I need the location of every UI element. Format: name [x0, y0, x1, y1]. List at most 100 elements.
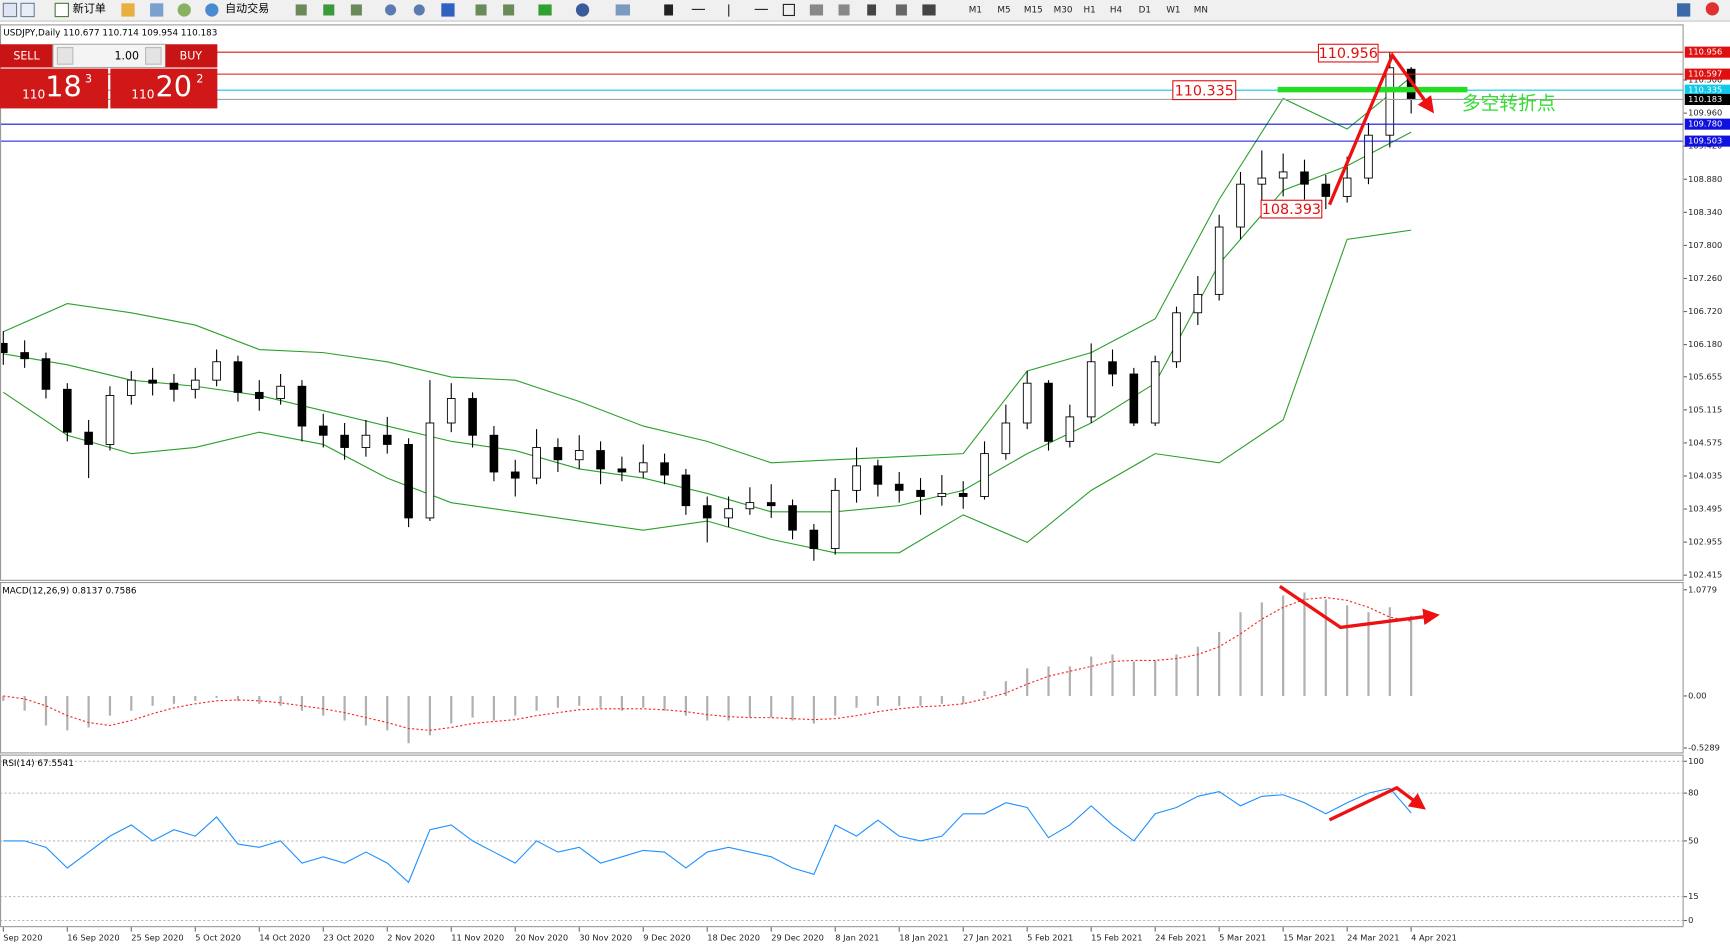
icon[interactable]	[2, 2, 18, 18]
timeframe-button[interactable]: H4	[1110, 5, 1123, 15]
x-tick-label: 5 Oct 2020	[195, 933, 241, 943]
timeframe-button[interactable]: M15	[1024, 5, 1043, 15]
x-tick-label: 29 Dec 2020	[771, 933, 824, 943]
icon[interactable]	[838, 4, 850, 16]
notification-icon[interactable]	[1705, 2, 1719, 16]
price-level-tag	[1684, 118, 1730, 130]
x-tick-label: 5 Feb 2021	[1027, 933, 1073, 943]
timeframe-button[interactable]: M5	[997, 5, 1010, 15]
buy-button[interactable]	[165, 44, 218, 68]
new-order-button[interactable]: 新订单	[73, 1, 106, 15]
candle-body	[276, 385, 285, 399]
icon[interactable]	[691, 8, 706, 10]
x-tick-label: 18 Dec 2020	[707, 933, 760, 943]
candle-body	[852, 465, 861, 491]
x-tick-label: 8 Jan 2021	[835, 933, 879, 943]
candle-body	[1044, 382, 1053, 442]
annotation: 110.335	[1175, 83, 1234, 99]
icon[interactable]	[538, 4, 552, 16]
y-tick-label: 100	[1688, 756, 1704, 766]
icon[interactable]	[575, 3, 590, 17]
icon[interactable]	[615, 4, 630, 16]
price-level-tag	[1684, 84, 1730, 96]
bollinger-band	[3, 76, 1412, 464]
x-tick-label: 15 Feb 2021	[1091, 933, 1142, 943]
candle-body	[1150, 361, 1160, 424]
chart-header: USDJPY,Daily 110.677 110.714 109.954 110…	[3, 29, 217, 39]
main-frame	[0, 24, 1684, 581]
timeframe-button[interactable]: M30	[1054, 5, 1073, 15]
timeframe-button[interactable]: MN	[1194, 5, 1208, 15]
y-tick-label: 104.575	[1688, 437, 1722, 447]
candle-body	[596, 450, 605, 470]
price-level-tag	[1684, 68, 1730, 80]
icon[interactable]	[177, 3, 191, 17]
y-tick-label: 1.0779	[1688, 584, 1717, 594]
icon[interactable]	[323, 4, 335, 16]
price-level-label: 109.503	[1688, 136, 1722, 146]
candle-body	[169, 382, 179, 390]
search-icon[interactable]	[1677, 3, 1691, 17]
panel-borders	[0, 24, 1684, 928]
candle-body	[318, 425, 328, 436]
icon[interactable]	[121, 3, 135, 17]
candle-body	[809, 529, 819, 549]
timeframe-button[interactable]: H1	[1083, 5, 1095, 15]
y-tick-label: 108.340	[1688, 207, 1722, 217]
lot-value[interactable]: 1.00	[114, 49, 139, 62]
x-tick-label: 18 Jan 2021	[899, 933, 948, 943]
timeframes: M1 M5 M15 M30 H1 H4 D1 W1 MN	[969, 5, 1208, 15]
annotation: 多空转折点	[1462, 92, 1556, 114]
candle-body	[788, 505, 797, 531]
auto-trade-button[interactable]: 自动交易	[225, 1, 269, 15]
icon[interactable]	[664, 4, 674, 16]
icon[interactable]	[441, 3, 455, 17]
icon[interactable]	[895, 4, 907, 16]
sell-label[interactable]: SELL	[13, 49, 40, 62]
macd-frame	[0, 581, 1684, 754]
icon[interactable]	[150, 3, 164, 17]
lot-down[interactable]	[56, 47, 74, 65]
ask-box[interactable]	[110, 68, 218, 109]
candle-body	[830, 489, 840, 549]
sell-button[interactable]	[0, 44, 53, 68]
icon[interactable]	[413, 4, 425, 16]
y-tick-label: 107.260	[1688, 273, 1722, 283]
icon[interactable]	[782, 3, 795, 17]
x-tick-label: 5 Mar 2021	[1219, 933, 1266, 943]
icon[interactable]	[475, 4, 487, 16]
timeframe-button[interactable]: M1	[969, 5, 982, 15]
icon[interactable]	[754, 8, 768, 10]
bid-box[interactable]	[0, 68, 109, 109]
icon[interactable]	[350, 4, 362, 16]
price-level-label: 109.780	[1688, 119, 1722, 129]
bid-big-figure: 110	[22, 88, 45, 102]
x-tick-label: Sep 2020	[3, 933, 42, 943]
candle-body	[1385, 67, 1395, 136]
icon[interactable]	[867, 4, 877, 16]
new-order-icon[interactable]	[54, 2, 69, 18]
x-tick-label: 15 Mar 2021	[1283, 933, 1335, 943]
icon[interactable]	[20, 2, 35, 18]
icon[interactable]	[728, 4, 730, 17]
annotation-box	[1317, 43, 1379, 63]
lot-up[interactable]	[145, 47, 162, 65]
candle-body	[1065, 416, 1075, 442]
timeframe-button[interactable]: D1	[1139, 5, 1151, 15]
icon[interactable]	[922, 4, 936, 16]
candle-body	[1108, 361, 1117, 375]
icon[interactable]	[809, 4, 824, 16]
candle-body	[297, 385, 307, 427]
auto-trade-icon[interactable]	[205, 3, 219, 17]
timeframe-button[interactable]: W1	[1166, 5, 1180, 15]
icon[interactable]	[503, 4, 515, 16]
price-level-label: 110.956	[1688, 47, 1722, 57]
candle-body	[617, 468, 627, 473]
drawing-objects: 110.956 110.335 108.393 多空转折点	[1172, 43, 1556, 822]
icon[interactable]	[295, 4, 307, 16]
y-tick-label: 0	[1688, 915, 1693, 925]
candle-body	[1257, 177, 1267, 185]
buy-label[interactable]: BUY	[180, 49, 203, 62]
icon[interactable]	[385, 4, 397, 16]
macd-signal	[3, 596, 1412, 731]
